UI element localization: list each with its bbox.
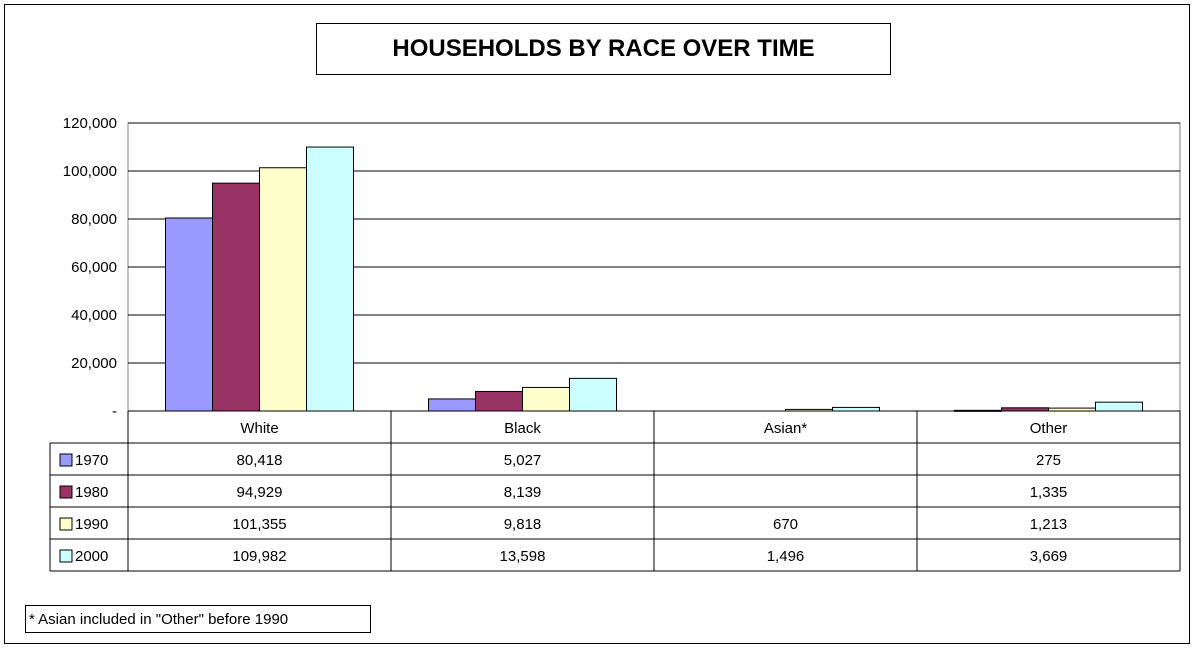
- y-tick-label: 100,000: [63, 163, 117, 180]
- data-cell: 101,355: [232, 516, 286, 533]
- data-cell: 5,027: [504, 452, 542, 469]
- bar: [212, 182, 260, 412]
- data-cell: 275: [1036, 452, 1061, 469]
- category-label: Black: [504, 420, 541, 437]
- data-cell: 94,929: [237, 484, 283, 501]
- data-cell: 9,818: [504, 516, 542, 533]
- legend-swatch: [59, 453, 73, 467]
- data-cell: 8,139: [504, 484, 542, 501]
- data-cell: 1,335: [1030, 484, 1068, 501]
- data-cell: 1,496: [767, 548, 805, 565]
- footnote: * Asian included in "Other" before 1990: [25, 605, 371, 633]
- bar: [259, 167, 307, 412]
- bar: [165, 217, 213, 412]
- y-tick-label: 80,000: [71, 211, 117, 228]
- legend-swatch: [59, 549, 73, 563]
- data-cell: 13,598: [500, 548, 546, 565]
- data-cell: 80,418: [237, 452, 283, 469]
- y-tick-label: 20,000: [71, 355, 117, 372]
- chart-frame: [4, 4, 1190, 644]
- bar: [522, 386, 570, 412]
- data-cell: 670: [773, 516, 798, 533]
- bar: [832, 406, 880, 412]
- data-cell: 109,982: [232, 548, 286, 565]
- legend-label: 1980: [75, 484, 108, 501]
- legend-label: 2000: [75, 548, 108, 565]
- legend-label: 1970: [75, 452, 108, 469]
- bar: [1095, 401, 1143, 412]
- data-cell: 3,669: [1030, 548, 1068, 565]
- y-tick-label: -: [112, 403, 117, 420]
- bar: [569, 377, 617, 412]
- chart-title: HOUSEHOLDS BY RACE OVER TIME: [316, 23, 891, 75]
- category-label: Asian*: [764, 420, 808, 437]
- legend-swatch: [59, 485, 73, 499]
- y-tick-label: 40,000: [71, 307, 117, 324]
- legend-label: 1990: [75, 516, 108, 533]
- category-label: White: [240, 420, 278, 437]
- bar: [475, 390, 523, 412]
- category-label: Other: [1030, 420, 1068, 437]
- data-cell: 1,213: [1030, 516, 1068, 533]
- bar: [428, 398, 476, 412]
- y-tick-label: 120,000: [63, 115, 117, 132]
- legend-swatch: [59, 517, 73, 531]
- bar: [306, 146, 354, 412]
- y-tick-label: 60,000: [71, 259, 117, 276]
